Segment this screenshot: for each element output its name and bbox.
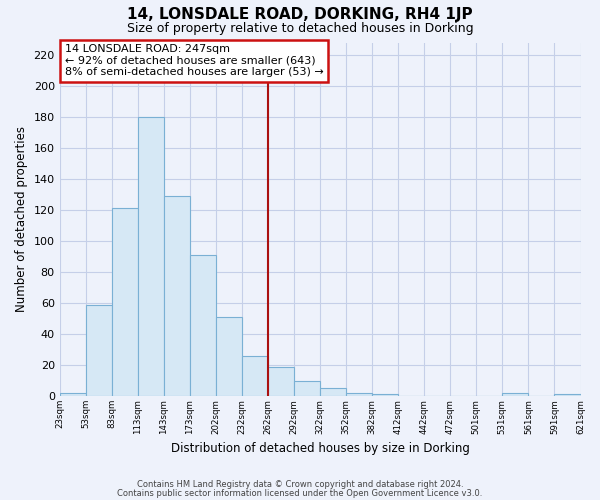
Bar bbox=[242, 356, 268, 396]
Bar bbox=[554, 394, 581, 396]
Bar bbox=[372, 394, 398, 396]
Y-axis label: Number of detached properties: Number of detached properties bbox=[15, 126, 28, 312]
Bar bbox=[59, 393, 86, 396]
Bar bbox=[138, 117, 164, 396]
Text: Contains public sector information licensed under the Open Government Licence v3: Contains public sector information licen… bbox=[118, 488, 482, 498]
Text: 14, LONSDALE ROAD, DORKING, RH4 1JP: 14, LONSDALE ROAD, DORKING, RH4 1JP bbox=[127, 8, 473, 22]
Bar bbox=[268, 366, 294, 396]
Bar bbox=[294, 380, 320, 396]
Bar bbox=[164, 196, 190, 396]
Bar bbox=[190, 255, 216, 396]
Bar bbox=[216, 317, 242, 396]
Bar bbox=[502, 393, 529, 396]
Text: 14 LONSDALE ROAD: 247sqm
← 92% of detached houses are smaller (643)
8% of semi-d: 14 LONSDALE ROAD: 247sqm ← 92% of detach… bbox=[65, 44, 323, 78]
Text: Contains HM Land Registry data © Crown copyright and database right 2024.: Contains HM Land Registry data © Crown c… bbox=[137, 480, 463, 489]
Bar bbox=[112, 208, 138, 396]
Bar bbox=[86, 304, 112, 396]
Bar bbox=[346, 393, 372, 396]
X-axis label: Distribution of detached houses by size in Dorking: Distribution of detached houses by size … bbox=[170, 442, 470, 455]
Text: Size of property relative to detached houses in Dorking: Size of property relative to detached ho… bbox=[127, 22, 473, 35]
Bar bbox=[320, 388, 346, 396]
